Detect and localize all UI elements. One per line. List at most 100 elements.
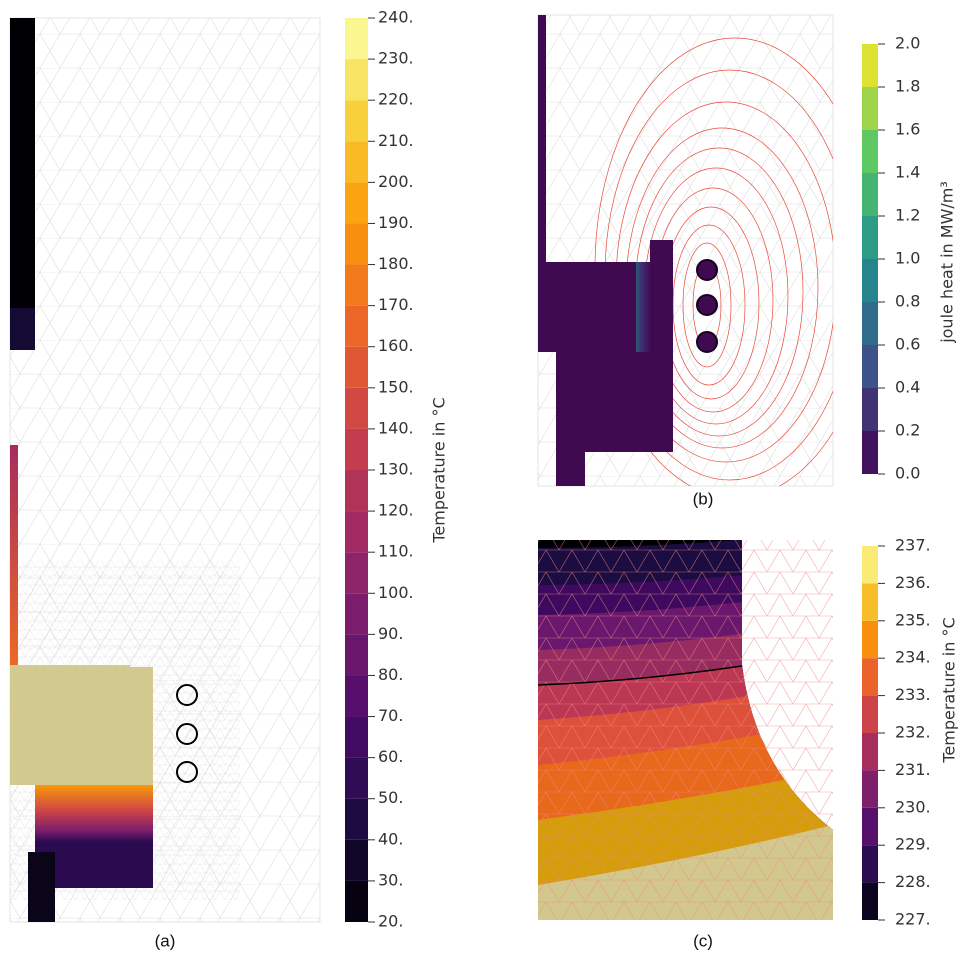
panel-a [10, 18, 320, 922]
colorbar-band [862, 302, 878, 345]
colorbar-band [862, 87, 878, 130]
colorbar-tick-label: 1.0 [895, 249, 920, 268]
colorbar-tick-label: 140. [378, 418, 414, 437]
colorbar-tick-label: 227. [895, 910, 931, 929]
mesh [538, 540, 833, 920]
colorbar-tick-label: 50. [378, 788, 403, 807]
colorbar-band [862, 546, 878, 583]
colorbar-tick-label: 200. [378, 172, 414, 191]
colorbar-tick-label: 0.2 [895, 421, 920, 440]
colorbar-band [345, 347, 368, 388]
colorbar-tick-label: 232. [895, 723, 931, 742]
colorbar-band [862, 44, 878, 87]
colorbar-tick-label: 1.2 [895, 206, 920, 225]
colorbar-band [345, 470, 368, 511]
colorbar-band [345, 593, 368, 634]
colorbar-tick-label: 235. [895, 610, 931, 629]
colorbar-tick-label: 30. [378, 870, 403, 889]
colorbar-tick-label: 220. [378, 90, 414, 109]
colorbar-band [862, 883, 878, 920]
fine-mesh [10, 665, 153, 785]
region [636, 262, 652, 352]
colorbar-tick-label: 180. [378, 254, 414, 273]
coil [697, 332, 717, 352]
panel-label: (a) [155, 931, 176, 950]
colorbar-tick-label: 20. [378, 912, 403, 931]
colorbar-band [345, 799, 368, 840]
colorbar-tick-label: 0.0 [895, 464, 920, 483]
colorbar-band [345, 141, 368, 182]
colorbar-band [345, 265, 368, 306]
colorbar-band [345, 675, 368, 716]
colorbar-band [862, 696, 878, 733]
colorbar-band [862, 216, 878, 259]
colorbar-tick-label: 233. [895, 685, 931, 704]
colorbar-tick-label: 190. [378, 213, 414, 232]
panel-b [538, 15, 875, 498]
colorbar-tick-label: 120. [378, 501, 414, 520]
colorbar-tick-label: 2.0 [895, 34, 920, 53]
colorbar-band [862, 345, 878, 388]
colorbar-band [345, 552, 368, 593]
colorbar-band [345, 306, 368, 347]
colorbar-band [862, 388, 878, 431]
colorbar-tick-label: 230. [378, 49, 414, 68]
colorbar-tick-label: 170. [378, 295, 414, 314]
colorbar-band [345, 881, 368, 922]
panel-label: (b) [693, 489, 714, 508]
panel-c [538, 530, 833, 920]
colorbar-band [345, 511, 368, 552]
colorbar-tick-label: 110. [378, 542, 414, 561]
colorbar-title: Temperature in °C [940, 617, 959, 763]
region [10, 308, 35, 350]
colorbar-tick-label: 236. [895, 573, 931, 592]
figure: 20. 30. 40. 50. 60. 70. 80. 90. 100. 110. 120. 130.… [0, 0, 962, 958]
colorbar-band [345, 717, 368, 758]
colorbar-tick-label: 80. [378, 665, 403, 684]
colorbar-band [345, 100, 368, 141]
colorbar-band [345, 182, 368, 223]
region [650, 240, 673, 452]
region [10, 445, 18, 667]
colorbar-band [862, 658, 878, 695]
colorbar-title: joule heat in MW/m³ [938, 181, 957, 344]
colorbar-tick-label: 60. [378, 747, 403, 766]
coil [697, 295, 717, 315]
colorbar-tick-label: 210. [378, 131, 414, 150]
colorbar-band [345, 840, 368, 881]
region [28, 852, 55, 922]
colorbar-tick-label: 70. [378, 706, 403, 725]
colorbar-tick-label: 90. [378, 624, 403, 643]
colorbar-tick-label: 237. [895, 536, 931, 555]
colorbar-tick-label: 100. [378, 583, 414, 602]
colorbar-tick-label: 229. [895, 835, 931, 854]
colorbar-band [862, 130, 878, 173]
colorbar-tick-label: 0.8 [895, 292, 920, 311]
colorbar-band [345, 429, 368, 470]
colorbar-band [345, 223, 368, 264]
colorbar-band [345, 634, 368, 675]
colorbar-band [345, 18, 368, 59]
coil [697, 260, 717, 280]
colorbar-band [862, 770, 878, 807]
colorbar-band [345, 388, 368, 429]
colorbar-band [862, 845, 878, 882]
colorbar-tick-label: 150. [378, 377, 414, 396]
colorbar-tick-label: 1.6 [895, 120, 920, 139]
colorbar-tick-label: 40. [378, 829, 403, 848]
colorbar-band [862, 733, 878, 770]
colorbar-title: Temperature in °C [430, 397, 449, 543]
colorbar-band [345, 758, 368, 799]
colorbar-tick-label: 160. [378, 336, 414, 355]
colorbar-tick-label: 130. [378, 460, 414, 479]
colorbar-tick-label: 234. [895, 648, 931, 667]
colorbar-tick-label: 0.4 [895, 378, 920, 397]
colorbar-band [862, 808, 878, 845]
region [10, 18, 35, 308]
colorbar-band [862, 431, 878, 474]
colorbar-band [862, 621, 878, 658]
colorbar-band [862, 173, 878, 216]
colorbar-band [345, 59, 368, 100]
colorbar-tick-label: 231. [895, 760, 931, 779]
colorbar-tick-label: 230. [895, 797, 931, 816]
